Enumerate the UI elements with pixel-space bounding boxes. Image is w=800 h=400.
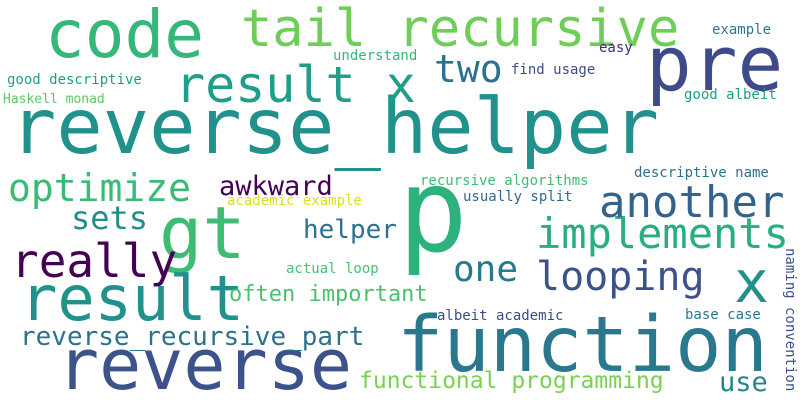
- word-haskell-monad: Haskell monad: [3, 92, 105, 107]
- word-find-usage: find usage: [511, 62, 596, 78]
- word-x: x: [734, 248, 769, 316]
- word-naming-convention: naming convention: [782, 248, 798, 392]
- word-often-important: often important: [229, 282, 428, 307]
- word-pre: pre: [646, 19, 784, 108]
- word-understand: understand: [333, 48, 418, 64]
- word-use: use: [719, 367, 768, 398]
- word-optimize: optimize: [8, 166, 192, 210]
- word-helper: helper: [303, 215, 397, 245]
- word-two: two: [434, 47, 503, 91]
- word-awkward: awkward: [219, 171, 333, 202]
- word-academic-example: academic example: [227, 193, 362, 209]
- word-recursive-algorithms: recursive algorithms: [420, 173, 589, 189]
- word-functional-programming: functional programming: [359, 368, 664, 394]
- word-good-descriptive: good descriptive: [7, 72, 142, 88]
- word-example: example: [712, 22, 772, 38]
- word-easy: easy: [599, 40, 633, 56]
- word-descriptive-name: descriptive name: [634, 165, 769, 181]
- word-usually-split: usually split: [463, 189, 573, 205]
- word-result: result: [20, 262, 244, 335]
- word-base-case: base case: [685, 307, 761, 323]
- word-sets: sets: [71, 199, 149, 237]
- word-implements: implements: [536, 209, 789, 258]
- word-code: code: [45, 0, 204, 73]
- word-reverse-helper: reverse_helper: [10, 83, 660, 172]
- word-result-x: result x: [175, 56, 416, 114]
- word-another: another: [599, 177, 785, 228]
- word-good-albeit: good albeit: [684, 87, 777, 103]
- word-looping: looping: [536, 254, 705, 300]
- word-reverse-recursive-part: reverse_recursive_part: [20, 322, 365, 352]
- word-reverse: reverse: [57, 324, 353, 400]
- word-albeit-academic: albeit academic: [437, 308, 564, 324]
- word-p: p: [398, 144, 468, 279]
- word-really: really: [11, 234, 178, 288]
- word-tail-recursive: tail recursive: [241, 0, 680, 59]
- word-actual-loop: actual loop: [286, 261, 379, 277]
- word-gt: gt: [159, 191, 246, 275]
- word-one: one: [453, 249, 519, 290]
- word-function: function: [397, 301, 768, 390]
